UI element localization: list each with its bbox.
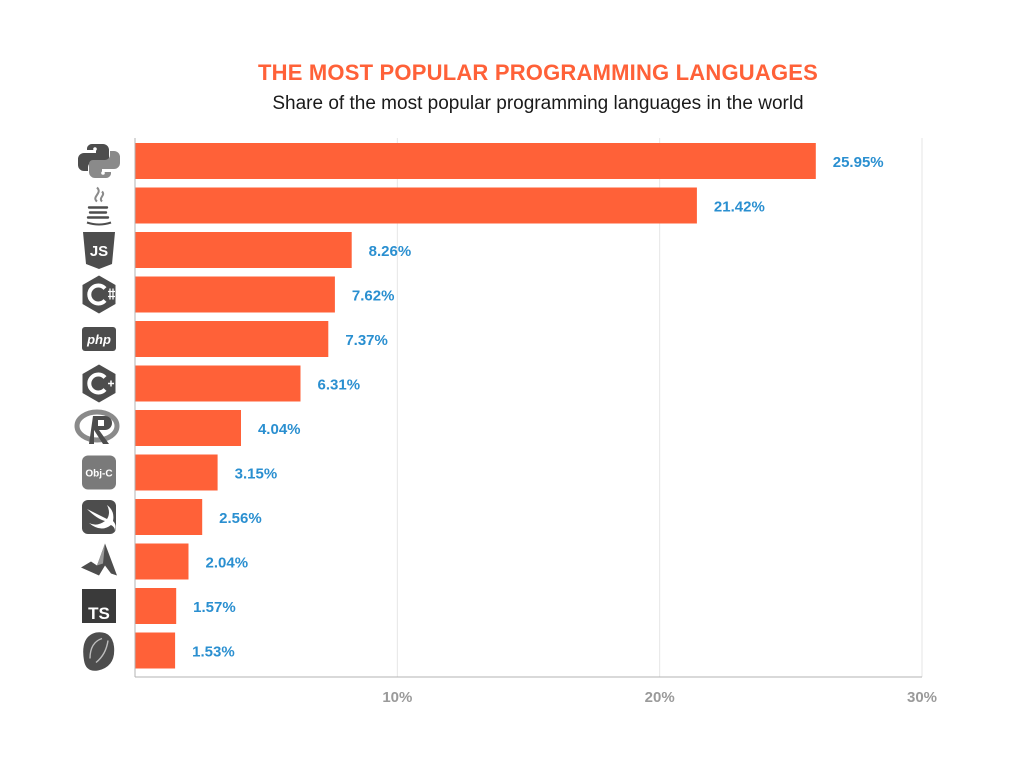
icon-label: JS: [90, 243, 108, 260]
data-label: 6.31%: [318, 377, 361, 394]
data-label: 21.42%: [714, 199, 765, 216]
data-label: 2.04%: [206, 555, 249, 572]
x-tick-label: 30%: [907, 689, 937, 706]
data-label: 25.95%: [833, 154, 884, 171]
bar: [135, 543, 189, 580]
bar: [135, 187, 697, 224]
bar: [135, 632, 176, 669]
csharp-icon: [82, 275, 116, 314]
bar: [135, 143, 816, 179]
grid-layer: [396, 138, 923, 677]
icon-label: php: [86, 332, 111, 347]
bar: [135, 321, 329, 357]
r-icon: [74, 409, 120, 444]
data-label: 1.57%: [193, 599, 236, 616]
data-label: 7.37%: [345, 332, 388, 349]
java-icon: [86, 186, 112, 226]
data-label: 8.26%: [369, 243, 412, 260]
typescript-icon: TS: [82, 589, 116, 623]
bar: [135, 588, 177, 624]
bar: [135, 454, 218, 491]
icon-layer: JS php Obj-C TS: [74, 143, 120, 671]
swift-icon: [82, 500, 116, 534]
data-label: 3.15%: [235, 466, 278, 483]
data-label: 1.53%: [192, 644, 235, 661]
javascript-icon: JS: [83, 232, 115, 269]
chart-title: THE MOST POPULAR PROGRAMMING LANGUAGES: [257, 60, 819, 85]
python-icon: [78, 143, 120, 179]
data-label: 4.04%: [258, 421, 301, 438]
vba-icon: [83, 632, 115, 671]
bar: [135, 365, 301, 402]
bar: [135, 410, 241, 446]
icon-label: TS: [88, 604, 110, 623]
objective-c-icon: Obj-C: [82, 455, 116, 490]
bar: [135, 499, 203, 535]
x-tick-label: 20%: [645, 689, 675, 706]
matlab-icon: [81, 543, 117, 576]
php-icon: php: [82, 327, 116, 351]
axis-layer: 10% 20% 30%: [134, 138, 937, 706]
data-label: 2.56%: [219, 510, 262, 527]
bar-layer: [135, 143, 816, 669]
cplusplus-icon: [82, 364, 116, 403]
x-tick-label: 10%: [382, 689, 412, 706]
icon-label: Obj-C: [85, 469, 112, 480]
bar: [135, 232, 352, 268]
bar: [135, 276, 335, 313]
data-label: 7.62%: [352, 288, 395, 305]
label-layer: 25.95% 21.42% 8.26% 7.62% 7.37% 6.31% 4.04% 3.1…: [192, 154, 883, 661]
chart-subtitle: Share of the most popular programming la…: [272, 93, 804, 114]
